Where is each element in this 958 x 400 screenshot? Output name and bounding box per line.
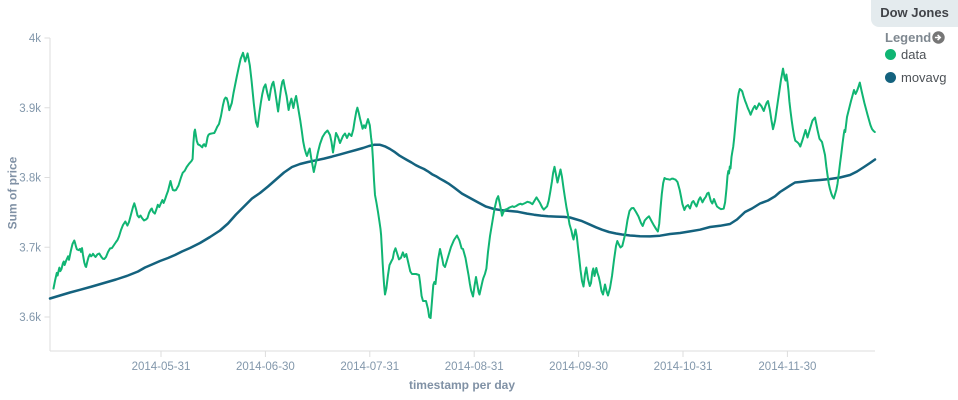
- svg-text:2014-10-31: 2014-10-31: [654, 361, 713, 373]
- svg-text:2014-09-30: 2014-09-30: [549, 361, 608, 373]
- svg-text:2014-07-31: 2014-07-31: [340, 361, 399, 373]
- svg-text:4k: 4k: [29, 33, 41, 45]
- svg-text:3.9k: 3.9k: [19, 103, 41, 115]
- svg-text:3.8k: 3.8k: [19, 173, 41, 185]
- svg-text:2014-05-31: 2014-05-31: [132, 361, 191, 373]
- svg-text:2014-06-30: 2014-06-30: [236, 361, 295, 373]
- svg-text:3.6k: 3.6k: [19, 312, 41, 324]
- svg-text:Sum of price: Sum of price: [6, 156, 20, 229]
- svg-text:3.7k: 3.7k: [19, 242, 41, 254]
- svg-text:2014-08-31: 2014-08-31: [445, 361, 504, 373]
- svg-text:2014-11-30: 2014-11-30: [758, 361, 816, 373]
- svg-text:timestamp per day: timestamp per day: [409, 378, 515, 392]
